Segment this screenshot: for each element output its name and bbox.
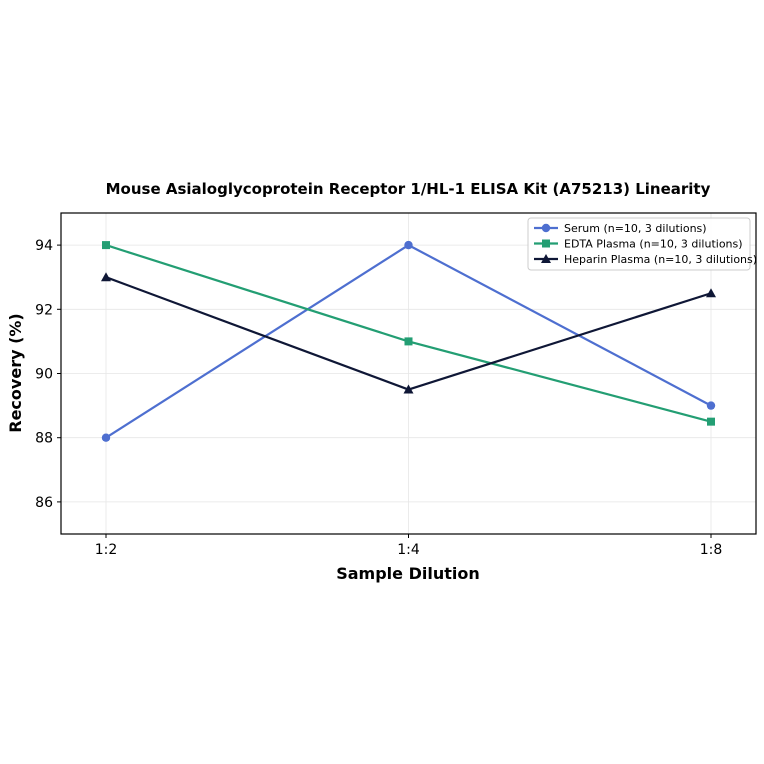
data-point: [101, 272, 111, 282]
x-tick-label: 1:8: [700, 542, 723, 558]
x-tick-label: 1:2: [95, 542, 118, 558]
legend-item-0: Serum (n=10, 3 dilutions): [534, 222, 707, 235]
y-tick-label: 94: [35, 238, 53, 254]
legend-swatch-marker: [541, 223, 551, 233]
y-tick-label: 88: [35, 431, 53, 447]
data-point: [404, 337, 413, 346]
series-2: [101, 272, 716, 394]
data-point: [101, 433, 111, 442]
legend: Serum (n=10, 3 dilutions) EDTA Plasma (n=…: [527, 217, 757, 271]
legend-item-1: EDTA Plasma (n=10, 3 dilutions): [534, 238, 743, 251]
series-0: [101, 240, 716, 442]
data-point: [707, 417, 715, 426]
axis-ticks: 86 88 90 92 94 1:2 1:4 1:8: [35, 238, 722, 558]
chart-title: Mouse Asialoglycoprotein Receptor 1/HL-1…: [106, 180, 711, 198]
series-layer: [101, 240, 716, 442]
legend-label: Heparin Plasma (n=10, 3 dilutions): [564, 253, 757, 266]
data-point: [404, 240, 413, 250]
x-tick-label: 1:4: [397, 542, 420, 558]
legend-item-2: Heparin Plasma (n=10, 3 dilutions): [534, 253, 757, 266]
data-point: [706, 288, 716, 298]
series-1: [102, 241, 715, 426]
legend-label: EDTA Plasma (n=10, 3 dilutions): [564, 238, 743, 251]
legend-swatch-marker: [542, 239, 550, 248]
data-point: [706, 401, 716, 410]
y-tick-label: 90: [35, 367, 53, 383]
x-axis-label: Sample Dilution: [336, 564, 480, 583]
legend-label: Serum (n=10, 3 dilutions): [564, 222, 707, 235]
legend-swatch-marker: [541, 254, 551, 263]
y-axis-label: Recovery (%): [6, 313, 25, 432]
data-point: [102, 241, 110, 250]
data-point: [403, 384, 414, 394]
y-tick-label: 86: [35, 495, 53, 511]
y-tick-label: 92: [35, 302, 53, 318]
legend-frame: [527, 217, 751, 271]
